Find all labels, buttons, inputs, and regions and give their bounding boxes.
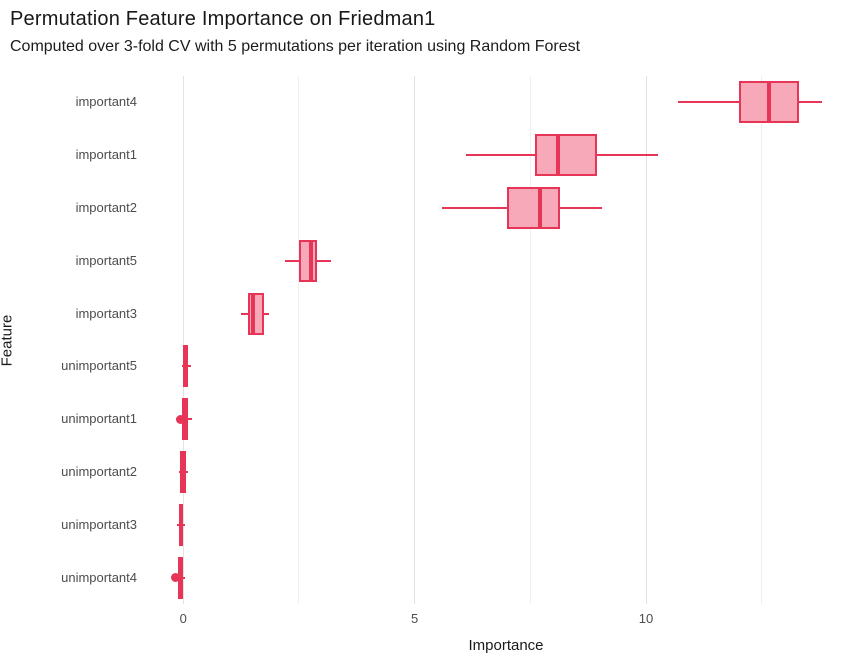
boxplot-panel bbox=[162, 76, 851, 604]
boxplot-median bbox=[183, 398, 188, 441]
x-tick-label: 5 bbox=[411, 611, 419, 626]
y-axis-label: unimportant1 bbox=[61, 411, 137, 427]
boxplot-outlier bbox=[176, 414, 185, 424]
boxplot-median bbox=[766, 81, 771, 124]
boxplot-median bbox=[178, 503, 183, 546]
y-axis-label: important1 bbox=[75, 147, 137, 163]
gridline-major bbox=[645, 76, 647, 604]
boxplot-median bbox=[181, 451, 186, 493]
boxplot-median bbox=[178, 556, 183, 599]
y-axis-label: important4 bbox=[75, 94, 137, 110]
gridline-minor bbox=[529, 76, 531, 604]
x-tick-label: 10 bbox=[638, 611, 654, 626]
y-axis-label: important3 bbox=[75, 305, 137, 321]
boxplot-box bbox=[507, 187, 561, 229]
x-tick-label: 0 bbox=[179, 611, 187, 626]
y-axis-label: unimportant5 bbox=[61, 358, 137, 374]
chart-title: Permutation Feature Importance on Friedm… bbox=[10, 8, 436, 30]
y-axis-label: unimportant4 bbox=[61, 569, 137, 585]
gridline-minor bbox=[298, 76, 300, 604]
boxplot-box bbox=[534, 134, 598, 177]
gridline-major bbox=[182, 76, 184, 604]
boxplot-median bbox=[308, 239, 313, 282]
gridline-minor bbox=[761, 76, 763, 604]
boxplot-median bbox=[556, 134, 561, 177]
gridline-major bbox=[414, 76, 416, 604]
boxplot-median bbox=[183, 345, 188, 388]
boxplot-box bbox=[298, 239, 318, 282]
y-axis-label: unimportant2 bbox=[61, 464, 137, 479]
boxplot-outlier bbox=[170, 573, 180, 583]
y-axis-label: unimportant3 bbox=[61, 516, 137, 532]
x-axis-title: Importance bbox=[468, 637, 544, 654]
chart-subtitle: Computed over 3-fold CV with 5 permutati… bbox=[10, 38, 581, 55]
boxplot-median bbox=[250, 292, 255, 335]
boxplot-median bbox=[537, 187, 542, 229]
y-axis-label: important2 bbox=[75, 200, 137, 215]
y-axis-label: important5 bbox=[75, 252, 137, 268]
y-axis-title: Feature bbox=[0, 314, 16, 367]
